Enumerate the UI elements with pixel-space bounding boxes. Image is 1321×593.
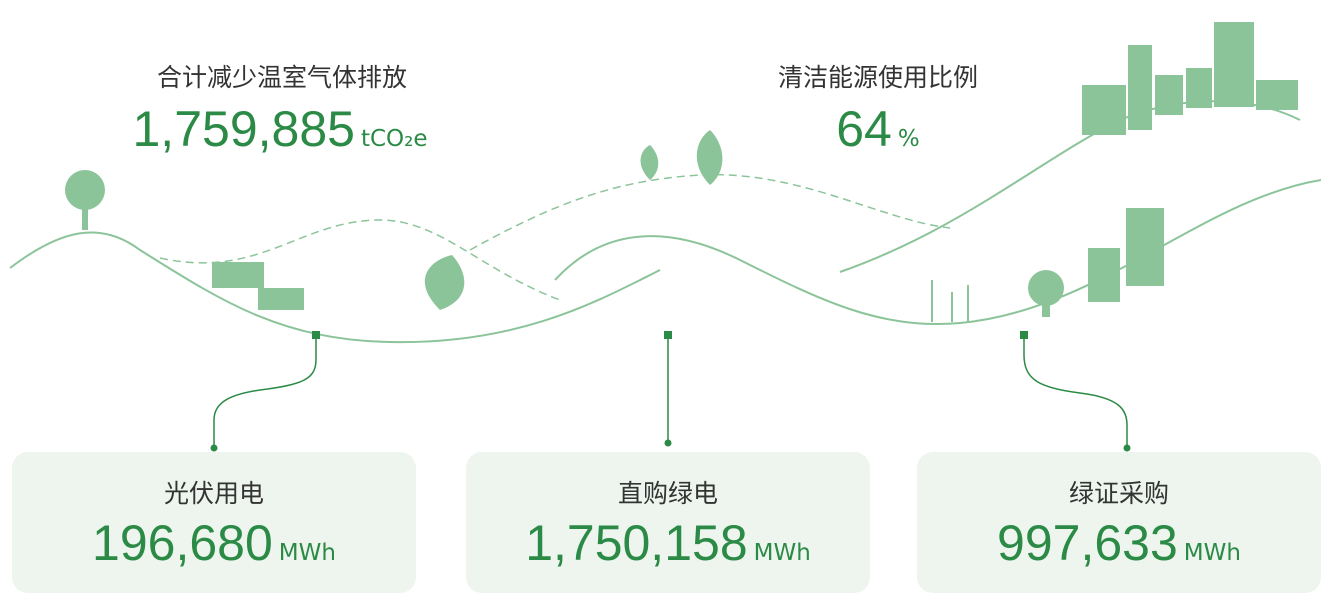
summary-stat: 64%: [778, 100, 978, 158]
card-title: 直购绿电: [466, 474, 870, 510]
card-title: 绿证采购: [917, 474, 1321, 510]
summary-unit: tCO₂e: [361, 126, 428, 152]
card-value: 196,680: [92, 515, 273, 571]
summary-title: 清洁能源使用比例: [738, 58, 1018, 94]
summary-value: 1,759,885: [133, 101, 355, 157]
card: 直购绿电 1,750,158 MWh: [466, 452, 870, 593]
card-value: 1,750,158: [525, 515, 747, 571]
card-unit: MWh: [279, 540, 336, 566]
card-value: 997,633: [997, 515, 1178, 571]
card-title: 光伏用电: [12, 474, 416, 510]
page: 合计减少温室气体排放 1,759,885tCO₂e 清洁能源使用比例 64% 光…: [0, 0, 1321, 593]
card-unit: MWh: [754, 540, 811, 566]
card-stat: 1,750,158 MWh: [466, 514, 870, 572]
summary-value: 64: [836, 101, 892, 157]
summary-title: 合计减少温室气体排放: [132, 58, 432, 94]
summary-unit: %: [898, 126, 920, 152]
card-unit: MWh: [1184, 540, 1241, 566]
